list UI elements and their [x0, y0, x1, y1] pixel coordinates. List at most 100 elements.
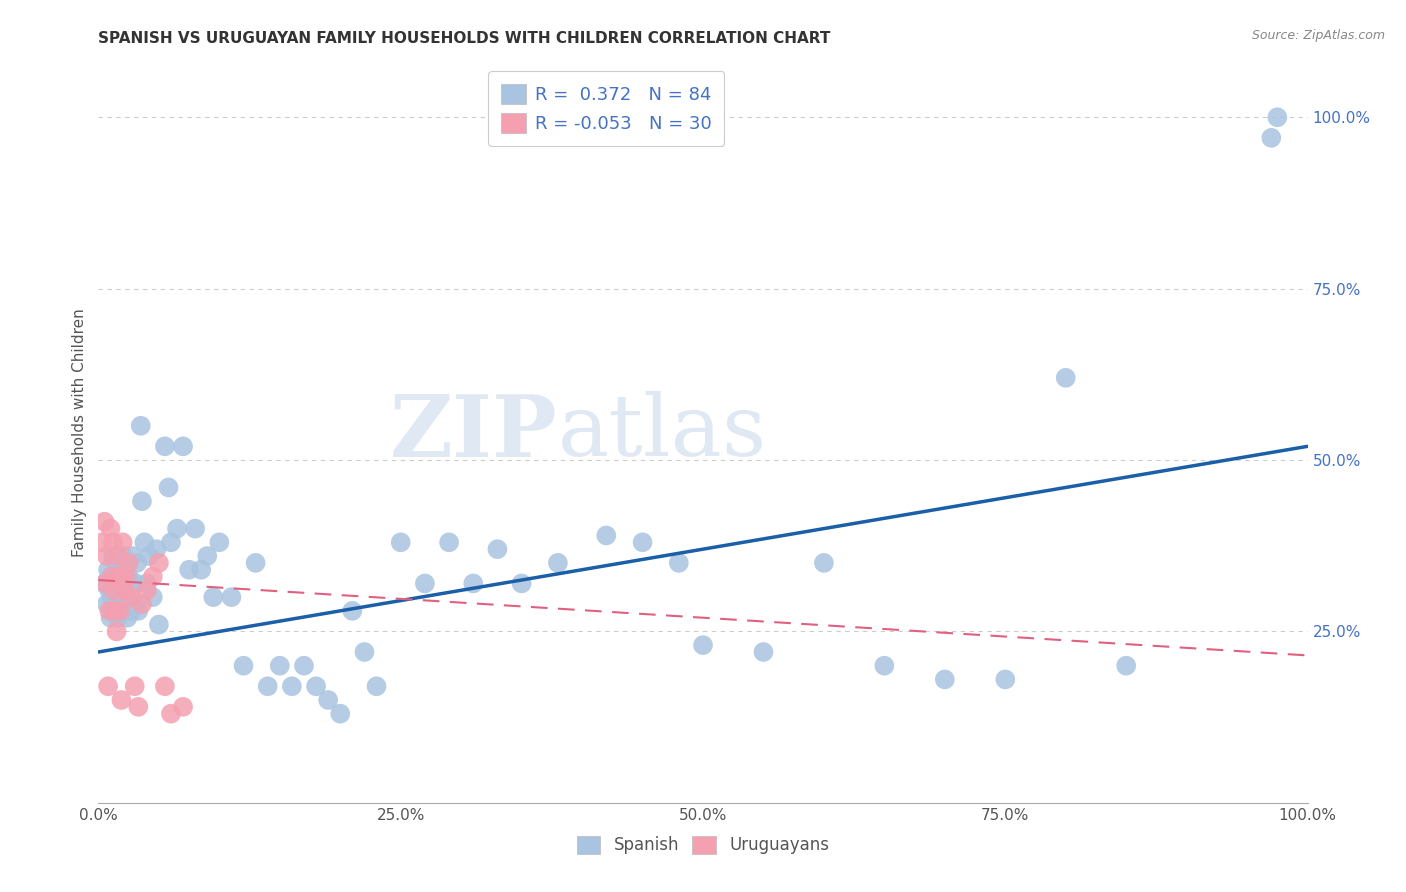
Point	[934, 673, 956, 687]
Point	[692, 638, 714, 652]
Point	[105, 583, 128, 598]
Point	[547, 556, 569, 570]
Point	[366, 679, 388, 693]
Point	[232, 658, 254, 673]
Point	[110, 693, 132, 707]
Text: SPANISH VS URUGUAYAN FAMILY HOUSEHOLDS WITH CHILDREN CORRELATION CHART: SPANISH VS URUGUAYAN FAMILY HOUSEHOLDS W…	[98, 31, 831, 46]
Point	[668, 556, 690, 570]
Point	[100, 569, 122, 583]
Point	[104, 556, 127, 570]
Point	[208, 535, 231, 549]
Text: Source: ZipAtlas.com: Source: ZipAtlas.com	[1251, 29, 1385, 42]
Point	[121, 549, 143, 563]
Text: atlas: atlas	[558, 391, 768, 475]
Point	[135, 576, 157, 591]
Point	[108, 569, 131, 583]
Point	[114, 597, 136, 611]
Point	[108, 563, 131, 577]
Point	[97, 563, 120, 577]
Point	[1054, 371, 1077, 385]
Point	[166, 522, 188, 536]
Point	[94, 576, 117, 591]
Point	[172, 699, 194, 714]
Point	[112, 576, 135, 591]
Point	[100, 522, 122, 536]
Point	[115, 556, 138, 570]
Point	[101, 535, 124, 549]
Point	[221, 590, 243, 604]
Point	[245, 556, 267, 570]
Point	[120, 604, 142, 618]
Point	[157, 480, 180, 494]
Point	[131, 597, 153, 611]
Point	[160, 706, 183, 721]
Point	[127, 556, 149, 570]
Point	[813, 556, 835, 570]
Point	[510, 576, 533, 591]
Point	[107, 549, 129, 563]
Point	[138, 549, 160, 563]
Point	[103, 576, 125, 591]
Point	[111, 549, 134, 563]
Point	[184, 522, 207, 536]
Point	[153, 439, 176, 453]
Point	[100, 569, 122, 583]
Point	[305, 679, 328, 693]
Point	[148, 617, 170, 632]
Point	[124, 679, 146, 693]
Point	[316, 693, 339, 707]
Point	[631, 535, 654, 549]
Point	[148, 556, 170, 570]
Point	[292, 658, 315, 673]
Point	[190, 563, 212, 577]
Point	[463, 576, 485, 591]
Point	[100, 610, 122, 624]
Legend: Spanish, Uruguayans: Spanish, Uruguayans	[571, 829, 835, 861]
Point	[142, 569, 165, 583]
Point	[98, 604, 121, 618]
Point	[100, 590, 122, 604]
Point	[135, 583, 157, 598]
Point	[281, 679, 304, 693]
Point	[105, 597, 128, 611]
Point	[101, 549, 124, 563]
Point	[118, 569, 141, 583]
Point	[93, 576, 115, 591]
Point	[108, 590, 131, 604]
Point	[104, 604, 127, 618]
Point	[1115, 658, 1137, 673]
Point	[127, 604, 149, 618]
Point	[145, 542, 167, 557]
Point	[329, 706, 352, 721]
Point	[105, 624, 128, 639]
Point	[873, 658, 896, 673]
Point	[111, 535, 134, 549]
Point	[124, 597, 146, 611]
Point	[595, 528, 617, 542]
Point	[114, 583, 136, 598]
Point	[172, 439, 194, 453]
Point	[103, 583, 125, 598]
Point	[994, 673, 1017, 687]
Point	[1260, 131, 1282, 145]
Point	[93, 515, 115, 529]
Point	[118, 583, 141, 598]
Point	[118, 556, 141, 570]
Point	[125, 576, 148, 591]
Point	[353, 645, 375, 659]
Point	[1267, 110, 1289, 124]
Point	[98, 583, 121, 598]
Point	[269, 658, 291, 673]
Point	[91, 535, 114, 549]
Point	[111, 590, 134, 604]
Point	[131, 494, 153, 508]
Point	[389, 535, 412, 549]
Point	[134, 535, 156, 549]
Point	[108, 569, 131, 583]
Point	[110, 604, 132, 618]
Y-axis label: Family Households with Children: Family Households with Children	[72, 309, 87, 557]
Point	[437, 535, 460, 549]
Point	[107, 610, 129, 624]
Point	[153, 679, 176, 693]
Point	[142, 590, 165, 604]
